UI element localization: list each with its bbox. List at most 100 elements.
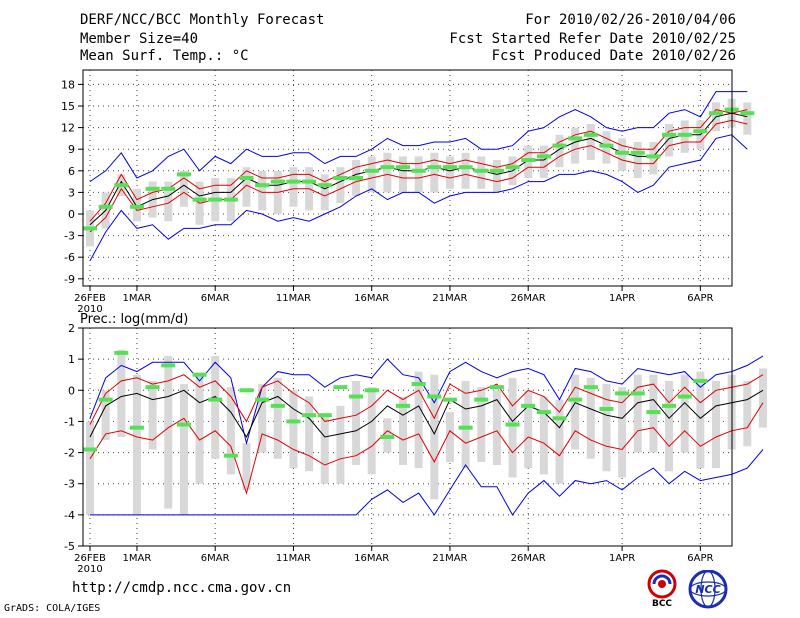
- prec-spread-box: [758, 368, 767, 428]
- temp-spread-box: [367, 156, 376, 193]
- temp-obs-mark: [709, 111, 723, 116]
- temp-obs-mark: [317, 183, 332, 188]
- temp-obs-mark: [427, 165, 442, 170]
- temp-xtick-label: 16MAR: [354, 293, 389, 304]
- temp-min-line: [89, 134, 748, 262]
- temp-obs-mark: [411, 168, 426, 173]
- prec-obs-mark: [145, 385, 160, 390]
- temp-obs-mark: [458, 165, 473, 170]
- temp-spread-box: [383, 152, 392, 193]
- prec-spread-box: [336, 405, 345, 484]
- temp-spread-box: [242, 167, 251, 207]
- prec-spread-box: [539, 396, 548, 475]
- prec-spread-box: [696, 371, 705, 469]
- temp-obs-mark: [255, 183, 270, 188]
- prec-obs-mark: [83, 447, 97, 452]
- temp-obs-mark: [145, 186, 160, 191]
- prec-mean-line: [89, 389, 764, 439]
- temp-max-line: [89, 91, 748, 183]
- prec-spread-box: [367, 387, 376, 475]
- prec-spread-box: [352, 380, 361, 466]
- temp-spread-box: [320, 174, 329, 211]
- temp-obs-mark: [552, 143, 567, 148]
- forecast-period: For 2010/02/26-2010/04/06: [525, 12, 736, 28]
- temp-obs-mark: [161, 186, 176, 191]
- temp-obs-mark: [599, 143, 614, 148]
- prec-obs-mark: [161, 363, 176, 368]
- temp-ytick-label: 15: [61, 100, 75, 113]
- prec-obs-mark: [129, 425, 144, 430]
- temp-obs-mark: [349, 176, 364, 180]
- temp-ytick-label: 0: [68, 208, 75, 221]
- prec-spread-box: [445, 412, 454, 462]
- prec-spread-box: [430, 374, 439, 500]
- prec-ytick-label: -3: [64, 478, 75, 491]
- prec-obs-mark: [662, 403, 677, 408]
- prec-xtick-label: 1MAR: [123, 553, 152, 564]
- temp-panel-label: Mean Surf. Temp.: °C: [80, 48, 249, 64]
- temp-year-label: 2010: [77, 304, 102, 315]
- member-size: Member Size=40: [80, 31, 199, 47]
- prec-obs-mark: [270, 403, 285, 408]
- temp-spread-box: [289, 167, 298, 207]
- temp-panel: -9 -6 -3 0 3 6 9 12 15 18 26FEB 1MAR 6MAR 11MAR 16MAR 2…: [61, 69, 755, 315]
- prec-obs-mark: [317, 413, 332, 418]
- prec-xtick-label: 11MAR: [276, 553, 311, 564]
- prec-spread-box: [492, 390, 501, 466]
- temp-ytick-label: 3: [68, 186, 75, 199]
- temp-obs-mark: [364, 168, 379, 173]
- prec-xtick-label: 6APR: [687, 553, 713, 564]
- prec-xtick-label: 16MAR: [354, 553, 389, 564]
- prec-obs-mark: [442, 397, 457, 402]
- prec-spread-box: [211, 356, 220, 459]
- temp-frame: [82, 69, 733, 287]
- prec-spread-box: [164, 356, 173, 509]
- grads-credit: GrADS: COLA/IGES: [4, 603, 101, 614]
- prec-obs-mark: [599, 406, 614, 411]
- prec-obs-mark: [349, 394, 364, 399]
- prec-spread-box: [618, 387, 627, 478]
- temp-obs-mark: [192, 197, 207, 202]
- prec-ytick-label: -2: [64, 447, 75, 460]
- temp-xtick-label: 1MAR: [123, 293, 152, 304]
- temp-obs-mark: [380, 165, 395, 170]
- prec-ytick-label: -5: [64, 540, 75, 553]
- prec-spread-box: [258, 384, 267, 453]
- prec-max-line: [89, 355, 764, 446]
- prec-obs-mark: [239, 388, 254, 393]
- prec-obs-mark: [693, 378, 708, 383]
- prec-spread-box: [586, 377, 595, 459]
- temp-obs-mark: [396, 165, 410, 170]
- temp-ytick-label: 9: [68, 143, 75, 156]
- temp-obs-mark: [630, 150, 645, 155]
- prec-spread-box: [665, 380, 674, 472]
- temp-obs-mark: [677, 132, 692, 137]
- temp-spread-box: [492, 160, 501, 193]
- temp-spread-box: [445, 156, 454, 189]
- prec-obs-mark: [396, 403, 410, 408]
- prec-obs-mark: [583, 385, 598, 390]
- temp-obs-mark: [114, 183, 129, 188]
- temp-xtick-label: 26MAR: [511, 293, 546, 304]
- prec-spread-box: [117, 349, 126, 437]
- prec-ytick-label: -4: [64, 509, 75, 522]
- temp-obs-mark: [474, 168, 489, 173]
- ncc-logo-text: NCC: [695, 583, 720, 596]
- prec-ytick-label: 1: [68, 353, 75, 366]
- prec-obs-mark: [286, 419, 301, 424]
- temp-obs-mark: [270, 179, 285, 184]
- temp-xtick-label: 26FEB: [74, 293, 106, 304]
- temp-obs-mark: [302, 179, 317, 184]
- prec-ytick-label: 0: [68, 384, 75, 397]
- prec-obs-mark: [630, 391, 645, 396]
- prec-panel-label: Prec.: log(mm/d): [80, 312, 188, 327]
- temp-obs-mark: [693, 129, 708, 134]
- prec-spread-box: [477, 387, 486, 462]
- source-url[interactable]: http://cmdp.ncc.cma.gov.cn: [72, 580, 292, 596]
- temp-spread-box: [743, 102, 752, 135]
- prec-spread-box: [508, 377, 517, 478]
- temp-ytick-label: -3: [64, 230, 75, 243]
- prec-min-line: [90, 449, 764, 516]
- prec-xtick-label: 26MAR: [511, 553, 546, 564]
- bcc-logo-text: BCC: [652, 599, 672, 608]
